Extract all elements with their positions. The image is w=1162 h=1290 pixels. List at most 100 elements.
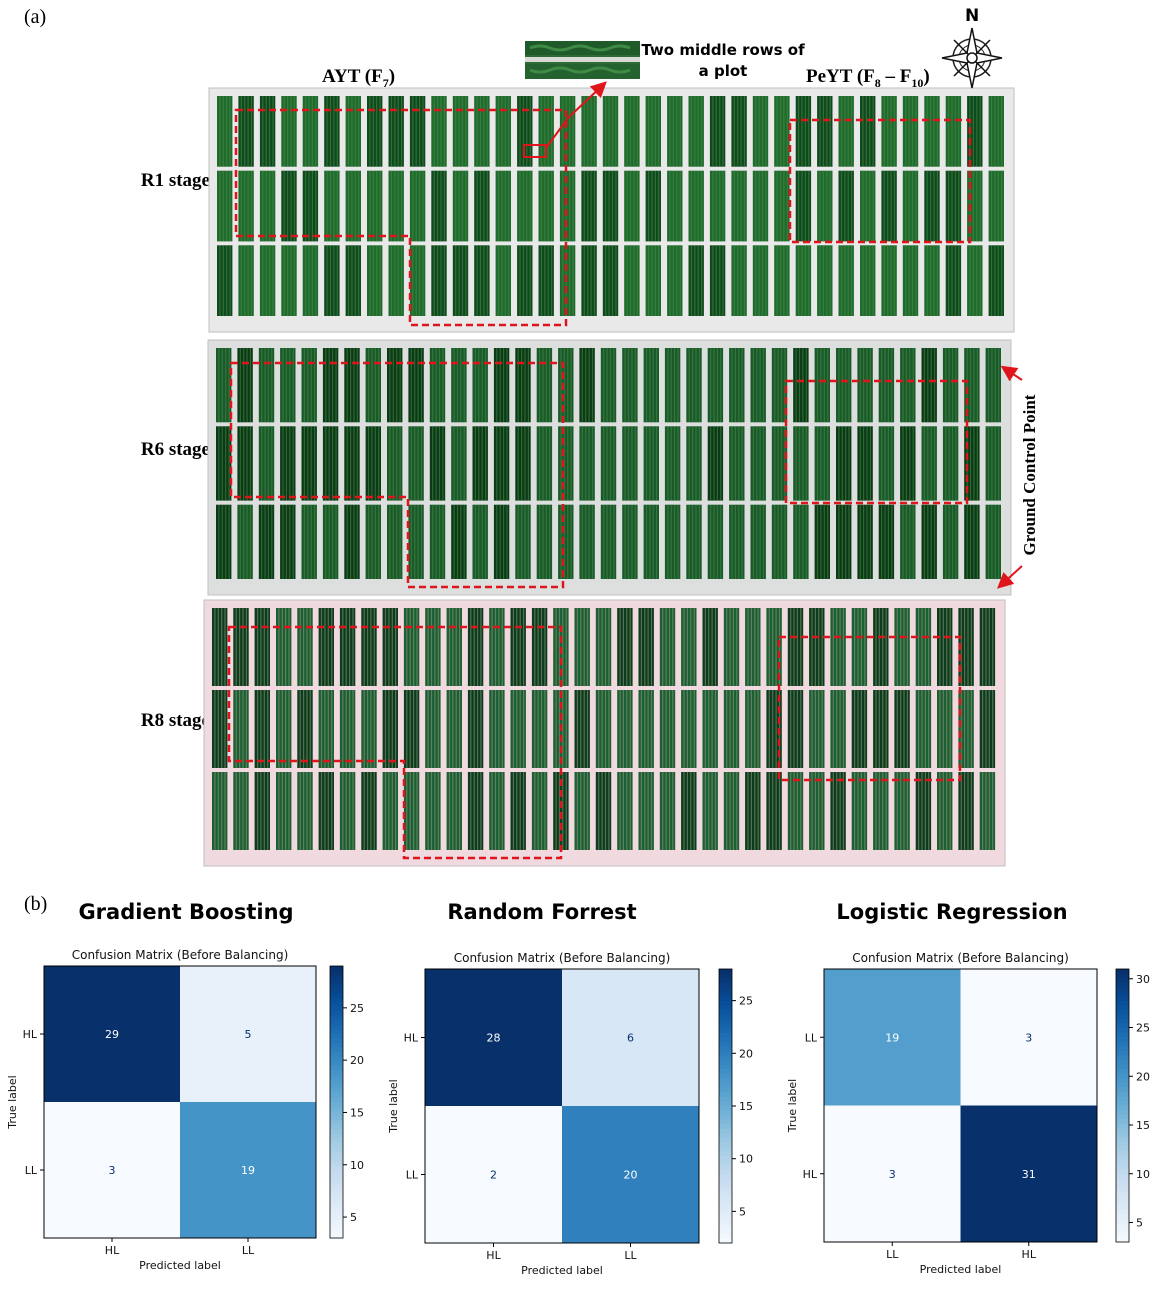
cm-colorbar-segment <box>719 1019 732 1025</box>
plot-row-stripe <box>498 772 500 850</box>
plot-block <box>361 690 377 768</box>
plot-row-stripe <box>882 690 884 768</box>
plot-row-stripe <box>928 608 930 686</box>
plot-row-stripe <box>415 96 417 167</box>
plot-block <box>915 608 932 686</box>
plot-row-stripe <box>875 608 877 686</box>
plot-row-stripe <box>245 608 247 686</box>
cm-colorbar-segment <box>330 1083 343 1089</box>
plot-block <box>900 504 916 579</box>
plot-row-stripe <box>496 426 498 501</box>
plot-row-stripe <box>631 426 633 501</box>
plot-block <box>429 426 446 501</box>
plot-row-stripe <box>908 170 910 242</box>
plot-row-stripe <box>544 772 546 850</box>
plot-block <box>276 690 292 768</box>
plot-row-stripe <box>765 170 767 242</box>
cm-colorbar-segment <box>719 1014 732 1020</box>
plot-row-stripe <box>676 170 678 242</box>
cm-colorbar-segment <box>719 1179 732 1185</box>
plot-row-stripe <box>331 772 333 850</box>
plot-row-stripe <box>694 245 696 316</box>
plot-row-stripe <box>379 170 381 242</box>
plot-row-stripe <box>388 608 390 686</box>
cm-x-tick-label: HL <box>1022 1248 1037 1261</box>
cm-colorbar-segment <box>719 1220 732 1226</box>
plot-row-stripe <box>397 170 399 242</box>
plot-row-stripe <box>290 245 292 316</box>
plot-row-stripe <box>345 608 347 686</box>
plot-row-stripe <box>580 772 582 850</box>
plot-row-stripe <box>951 504 954 579</box>
plot-row-stripe <box>307 504 309 579</box>
plot-row-stripe <box>547 170 549 242</box>
plot-row-stripe <box>997 170 999 242</box>
plot-row-stripe <box>608 96 610 167</box>
plot-row-stripe <box>497 245 500 316</box>
plot-row-stripe <box>442 504 444 579</box>
plot-row-stripe <box>409 772 411 850</box>
plot-row-stripe <box>373 690 375 768</box>
plot-block <box>830 690 846 768</box>
plot-row-stripe <box>368 348 370 423</box>
plot-block <box>408 426 424 501</box>
plot-row-stripe <box>1001 170 1003 242</box>
plot-row-stripe <box>598 608 600 686</box>
plot-row-stripe <box>479 245 482 316</box>
plot-row-stripe <box>540 245 542 316</box>
plot-row-stripe <box>226 170 228 242</box>
plot-row-stripe <box>890 96 892 167</box>
plot-row-stripe <box>715 170 717 242</box>
plot-row-stripe <box>580 690 582 768</box>
stage-label-r6: R6 stage <box>140 439 210 460</box>
plot-row-stripe <box>644 690 646 768</box>
plot-row-stripe <box>239 690 241 768</box>
plot-row-stripe <box>704 608 706 686</box>
plot-row-stripe <box>948 504 950 579</box>
plot-row-stripe <box>902 504 904 579</box>
cm-colorbar-tick-label: 20 <box>350 1054 364 1067</box>
plot-row-stripe <box>629 245 632 316</box>
cm-y-tick-label: HL <box>404 1032 419 1045</box>
plot-row-stripe <box>946 608 948 686</box>
plot-row-stripe <box>650 772 653 850</box>
plot-block <box>281 245 297 316</box>
plot-row-stripe <box>549 348 551 423</box>
plot-row-stripe <box>958 96 960 167</box>
cm-colorbar-segment <box>719 1169 732 1176</box>
plot-row-stripe <box>840 245 843 316</box>
plot-row-stripe <box>776 245 778 316</box>
plot-row-stripe <box>305 96 307 167</box>
plot-row-stripe <box>225 348 227 423</box>
plot-row-stripe <box>225 426 227 501</box>
plot-row-stripe <box>848 426 850 501</box>
plot-row-stripe <box>250 170 253 242</box>
plot-row-stripe <box>395 772 397 850</box>
plot-row-stripe <box>793 772 795 850</box>
plot-row-stripe <box>314 348 316 423</box>
plot-row-stripe <box>580 608 582 686</box>
plot-row-stripe <box>945 504 947 579</box>
plot-row-stripe <box>869 348 871 423</box>
plot-block <box>324 245 340 316</box>
plot-row-stripe <box>221 348 223 423</box>
plot-row-stripe <box>371 504 373 579</box>
plot-row-stripe <box>804 245 806 316</box>
cm-colorbar-segment <box>1116 1114 1129 1120</box>
plot-row-stripe <box>501 170 503 242</box>
plot-row-stripe <box>955 426 957 501</box>
plot-row-stripe <box>756 426 758 501</box>
plot-row-stripe <box>928 690 930 768</box>
plot-row-stripe <box>542 348 544 423</box>
plot-row-stripe <box>328 426 330 501</box>
plot-row-stripe <box>805 504 807 579</box>
plot-row-stripe <box>287 170 289 242</box>
plot-row-stripe <box>939 690 941 768</box>
plot-row-stripe <box>504 170 506 242</box>
cm-colorbar-segment <box>719 1160 732 1166</box>
plot-row-stripe <box>503 426 505 501</box>
plot-row-stripe <box>459 772 461 850</box>
plot-row-stripe <box>308 170 310 242</box>
cm-colorbar-segment <box>719 1156 732 1162</box>
plot-row-stripe <box>420 504 423 579</box>
